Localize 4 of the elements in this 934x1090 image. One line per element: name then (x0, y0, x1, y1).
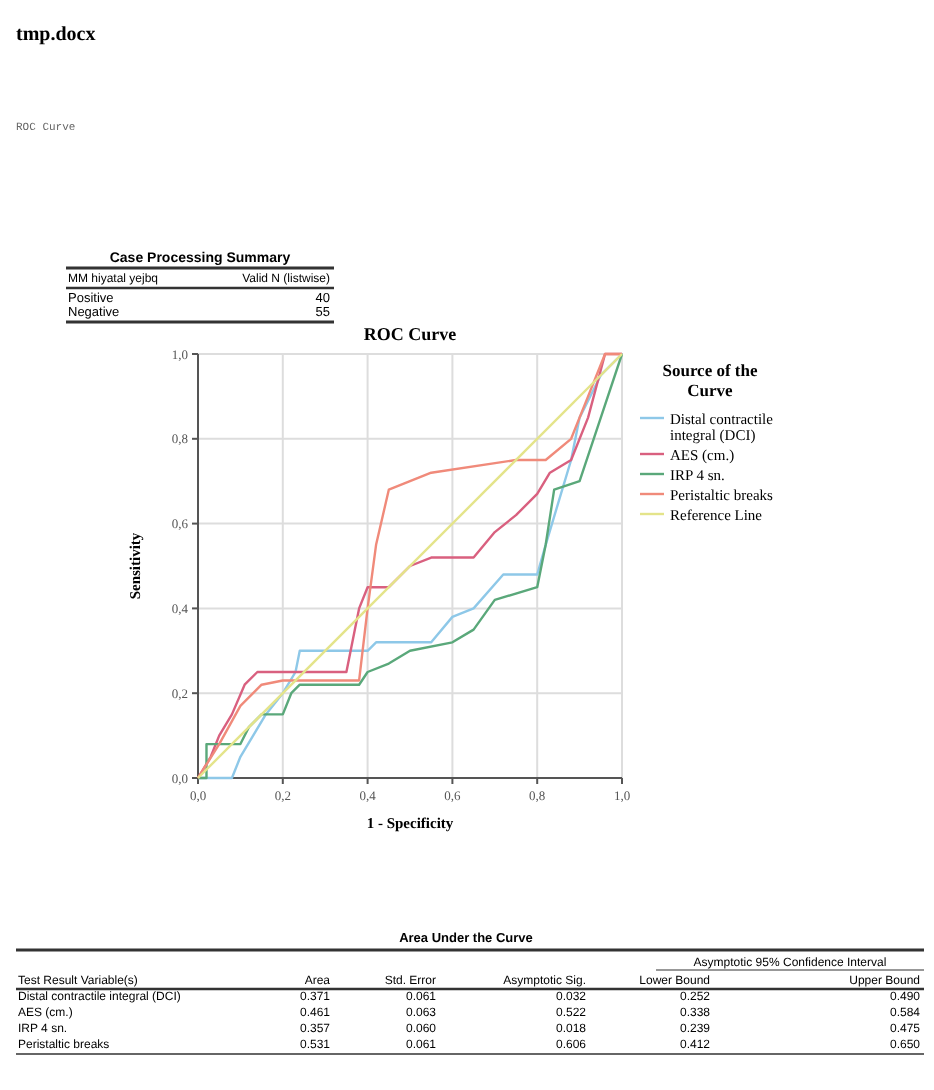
chart-title: ROC Curve (363, 324, 457, 344)
text: tmp.docx (16, 24, 96, 46)
line-series (196, 352, 624, 780)
legend-title: Source of the Curve (662, 360, 758, 400)
